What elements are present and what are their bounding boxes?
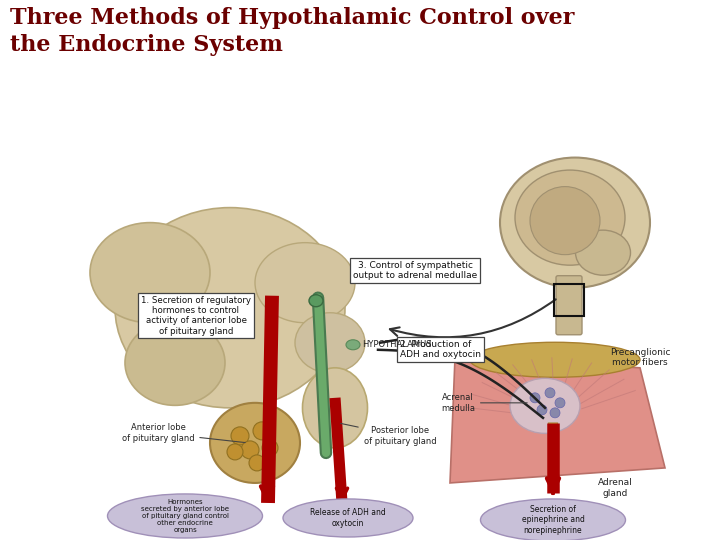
Circle shape <box>545 388 555 398</box>
FancyBboxPatch shape <box>556 276 582 335</box>
Text: Adrenal
gland: Adrenal gland <box>598 478 632 498</box>
Text: 2. Production of
ADH and oxytocin: 2. Production of ADH and oxytocin <box>400 340 481 360</box>
Text: Acrenal
medulla: Acrenal medulla <box>441 393 527 413</box>
Text: Secretion of
epinephrine and
norepinephrine: Secretion of epinephrine and norepinephr… <box>521 505 585 535</box>
Circle shape <box>537 405 547 415</box>
Ellipse shape <box>125 320 225 406</box>
Text: Hormones
secreted by anterior lobe
of pituitary gland control
other endocrine
or: Hormones secreted by anterior lobe of pi… <box>141 499 229 533</box>
Ellipse shape <box>575 230 631 275</box>
Circle shape <box>555 398 565 408</box>
Ellipse shape <box>295 313 365 373</box>
Circle shape <box>241 441 259 459</box>
Polygon shape <box>450 358 665 483</box>
Text: Release of ADH and
oxytocin: Release of ADH and oxytocin <box>310 508 386 528</box>
Circle shape <box>262 440 278 456</box>
Ellipse shape <box>309 295 323 307</box>
Ellipse shape <box>510 379 580 434</box>
Ellipse shape <box>107 494 263 538</box>
Text: 1. Secretion of regulatory
hormones to control
activity of anterior lobe
of pitu: 1. Secretion of regulatory hormones to c… <box>141 295 251 336</box>
Text: Precanglionic
motor fibers: Precanglionic motor fibers <box>610 348 670 368</box>
Text: Anterior lobe
of pituitary gland: Anterior lobe of pituitary gland <box>122 423 246 443</box>
Ellipse shape <box>302 368 367 448</box>
Text: Posterior lobe
of pituitary gland: Posterior lobe of pituitary gland <box>341 423 436 446</box>
Ellipse shape <box>515 170 625 265</box>
Text: HYPOTHALAMUS: HYPOTHALAMUS <box>362 340 431 349</box>
Ellipse shape <box>470 342 640 377</box>
Ellipse shape <box>346 340 360 350</box>
Circle shape <box>550 408 560 418</box>
Circle shape <box>249 455 265 471</box>
Ellipse shape <box>500 158 650 288</box>
Text: Three Methods of Hypothalamic Control over
the Endocrine System: Three Methods of Hypothalamic Control ov… <box>10 6 575 56</box>
Ellipse shape <box>480 499 626 540</box>
Ellipse shape <box>90 222 210 323</box>
Circle shape <box>231 427 249 445</box>
Circle shape <box>227 444 243 460</box>
Circle shape <box>530 393 540 403</box>
Ellipse shape <box>115 207 345 408</box>
Text: 3. Control of sympathetic
output to adrenal medullae: 3. Control of sympathetic output to adre… <box>353 261 477 280</box>
Polygon shape <box>548 423 558 433</box>
Ellipse shape <box>283 499 413 537</box>
Ellipse shape <box>255 242 355 323</box>
Ellipse shape <box>530 187 600 255</box>
Circle shape <box>253 422 271 440</box>
Ellipse shape <box>210 403 300 483</box>
